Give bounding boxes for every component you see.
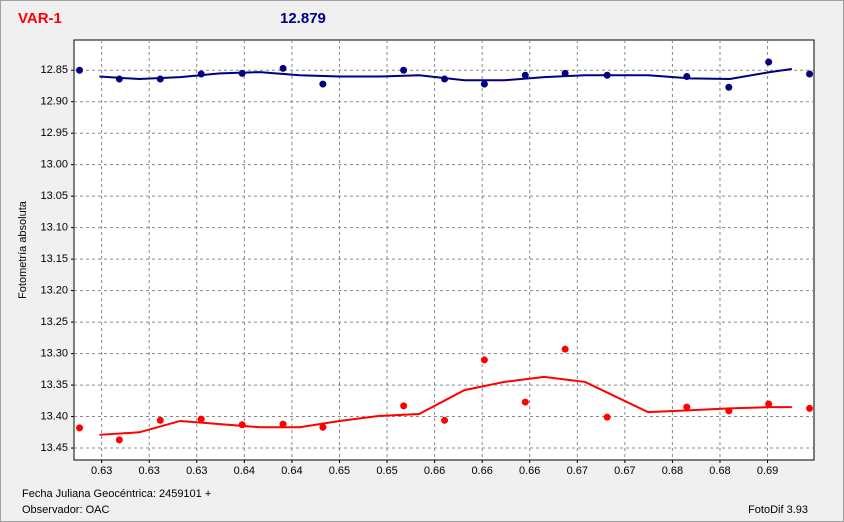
data-point xyxy=(319,423,327,431)
x-tick-label: 0.69 xyxy=(757,465,778,477)
y-tick-label: 12.85 xyxy=(40,64,68,76)
data-point xyxy=(76,66,84,74)
data-point xyxy=(806,404,814,412)
y-tick-label: 13.25 xyxy=(40,316,68,328)
data-point xyxy=(521,71,529,79)
x-tick-label: 0.66 xyxy=(471,465,492,477)
data-point xyxy=(603,413,611,421)
plot-area xyxy=(73,39,815,461)
data-point xyxy=(561,345,569,353)
data-point xyxy=(279,420,287,428)
x-tick-label: 0.67 xyxy=(567,465,588,477)
data-point xyxy=(480,356,488,364)
y-axis-label: Fotometría absoluta xyxy=(17,200,29,299)
software: FotoDif 3.93 xyxy=(748,504,808,516)
chart-title: VAR-1 xyxy=(18,10,62,27)
y-tick-label: 13.05 xyxy=(40,190,68,202)
y-tick-label: 12.95 xyxy=(40,127,68,139)
x-tick-label: 0.68 xyxy=(662,465,683,477)
y-tick-label: 13.45 xyxy=(40,442,68,454)
data-point xyxy=(765,400,773,408)
data-point xyxy=(725,83,733,91)
data-point xyxy=(115,75,123,83)
data-point xyxy=(279,64,287,72)
observer: Observador: OAC xyxy=(22,504,109,516)
y-tick-label: 13.35 xyxy=(40,379,68,391)
x-tick-label: 0.65 xyxy=(329,465,350,477)
x-axis-label: Fecha Juliana Geocéntrica: 2459101 + xyxy=(22,488,211,500)
data-point xyxy=(76,424,84,432)
x-tick-label: 0.66 xyxy=(424,465,445,477)
data-point xyxy=(765,58,773,66)
y-tick-label: 13.00 xyxy=(40,159,68,171)
chart-subtitle: 12.879 xyxy=(280,10,326,27)
x-tick-label: 0.63 xyxy=(91,465,112,477)
data-point xyxy=(480,80,488,88)
x-tick-label: 0.64 xyxy=(234,465,255,477)
y-tick-label: 13.30 xyxy=(40,347,68,359)
x-tick-label: 0.65 xyxy=(376,465,397,477)
data-point xyxy=(683,403,691,411)
data-point xyxy=(156,416,164,424)
data-point xyxy=(521,398,529,406)
x-tick-label: 0.63 xyxy=(186,465,207,477)
x-tick-label: 0.68 xyxy=(709,465,730,477)
data-point xyxy=(400,402,408,410)
data-point xyxy=(806,70,814,78)
data-point xyxy=(441,416,449,424)
data-point xyxy=(319,80,327,88)
y-tick-label: 13.40 xyxy=(40,410,68,422)
data-point xyxy=(197,415,205,423)
y-tick-label: 13.20 xyxy=(40,285,68,297)
y-tick-label: 13.15 xyxy=(40,253,68,265)
x-tick-label: 0.63 xyxy=(139,465,160,477)
data-point xyxy=(115,436,123,444)
data-line xyxy=(99,375,792,436)
x-tick-label: 0.64 xyxy=(281,465,302,477)
x-tick-label: 0.67 xyxy=(614,465,635,477)
x-tick-label: 0.66 xyxy=(519,465,540,477)
data-line xyxy=(99,67,793,82)
data-point xyxy=(400,66,408,74)
y-tick-label: 13.10 xyxy=(40,222,68,234)
y-tick-label: 12.90 xyxy=(40,96,68,108)
